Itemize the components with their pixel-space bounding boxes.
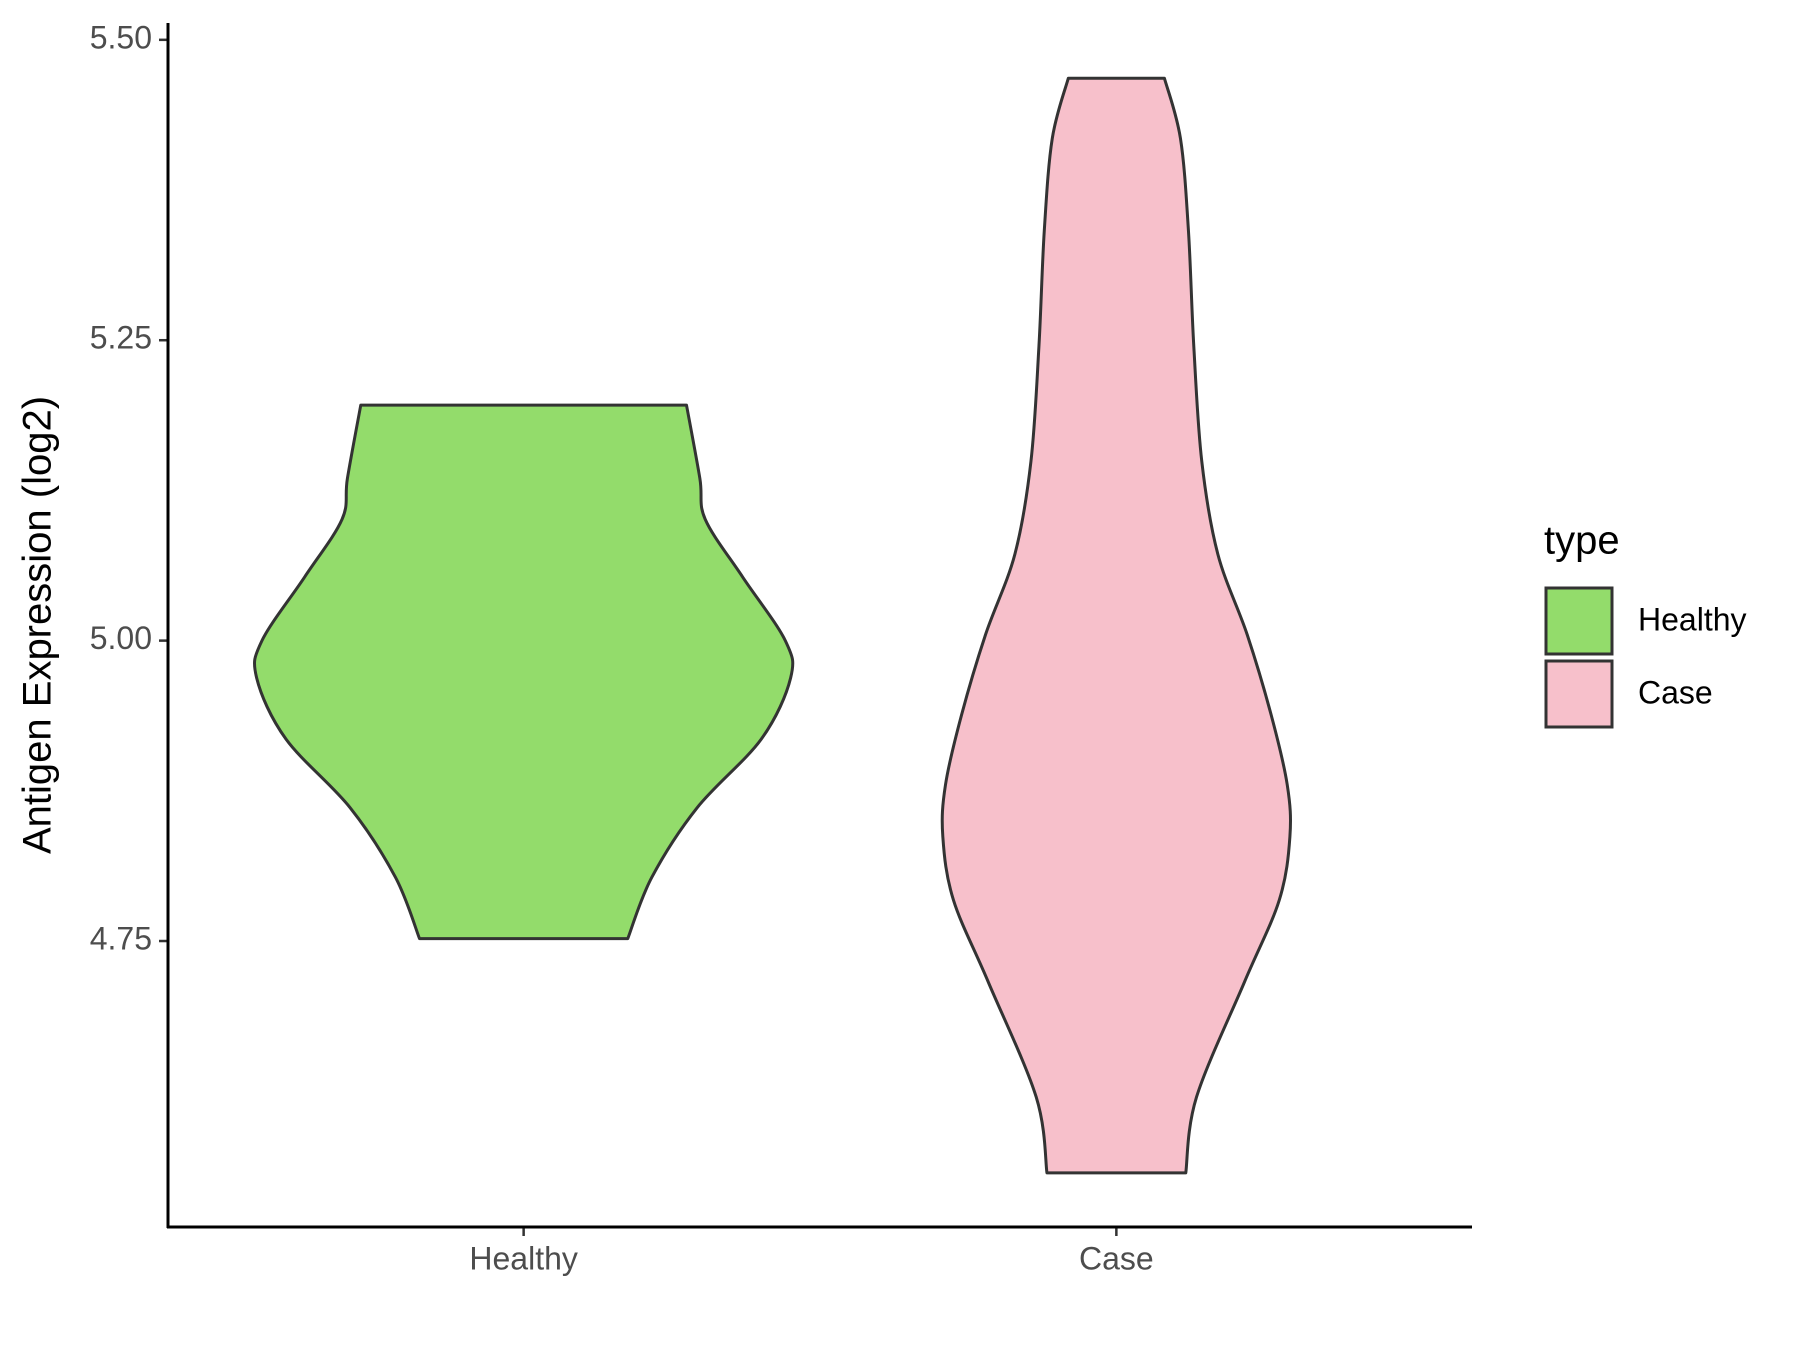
violin-body	[940, 76, 1292, 1175]
y-axis-title: Antigen Expression (log2)	[16, 396, 60, 854]
violin-body	[252, 403, 795, 941]
y-tick-label: 5.00	[90, 620, 152, 656]
legend-label: Case	[1638, 674, 1713, 710]
y-tick-label: 4.75	[90, 920, 152, 956]
legend-key	[1544, 659, 1614, 729]
legend-label: Healthy	[1638, 601, 1747, 637]
x-tick-label: Healthy	[469, 1240, 578, 1276]
y-tick-label: 5.50	[90, 19, 152, 55]
x-tick-label: Case	[1079, 1240, 1154, 1276]
y-tick-label: 5.25	[90, 320, 152, 356]
legend-key	[1544, 586, 1614, 656]
legend-title: type	[1544, 519, 1620, 563]
